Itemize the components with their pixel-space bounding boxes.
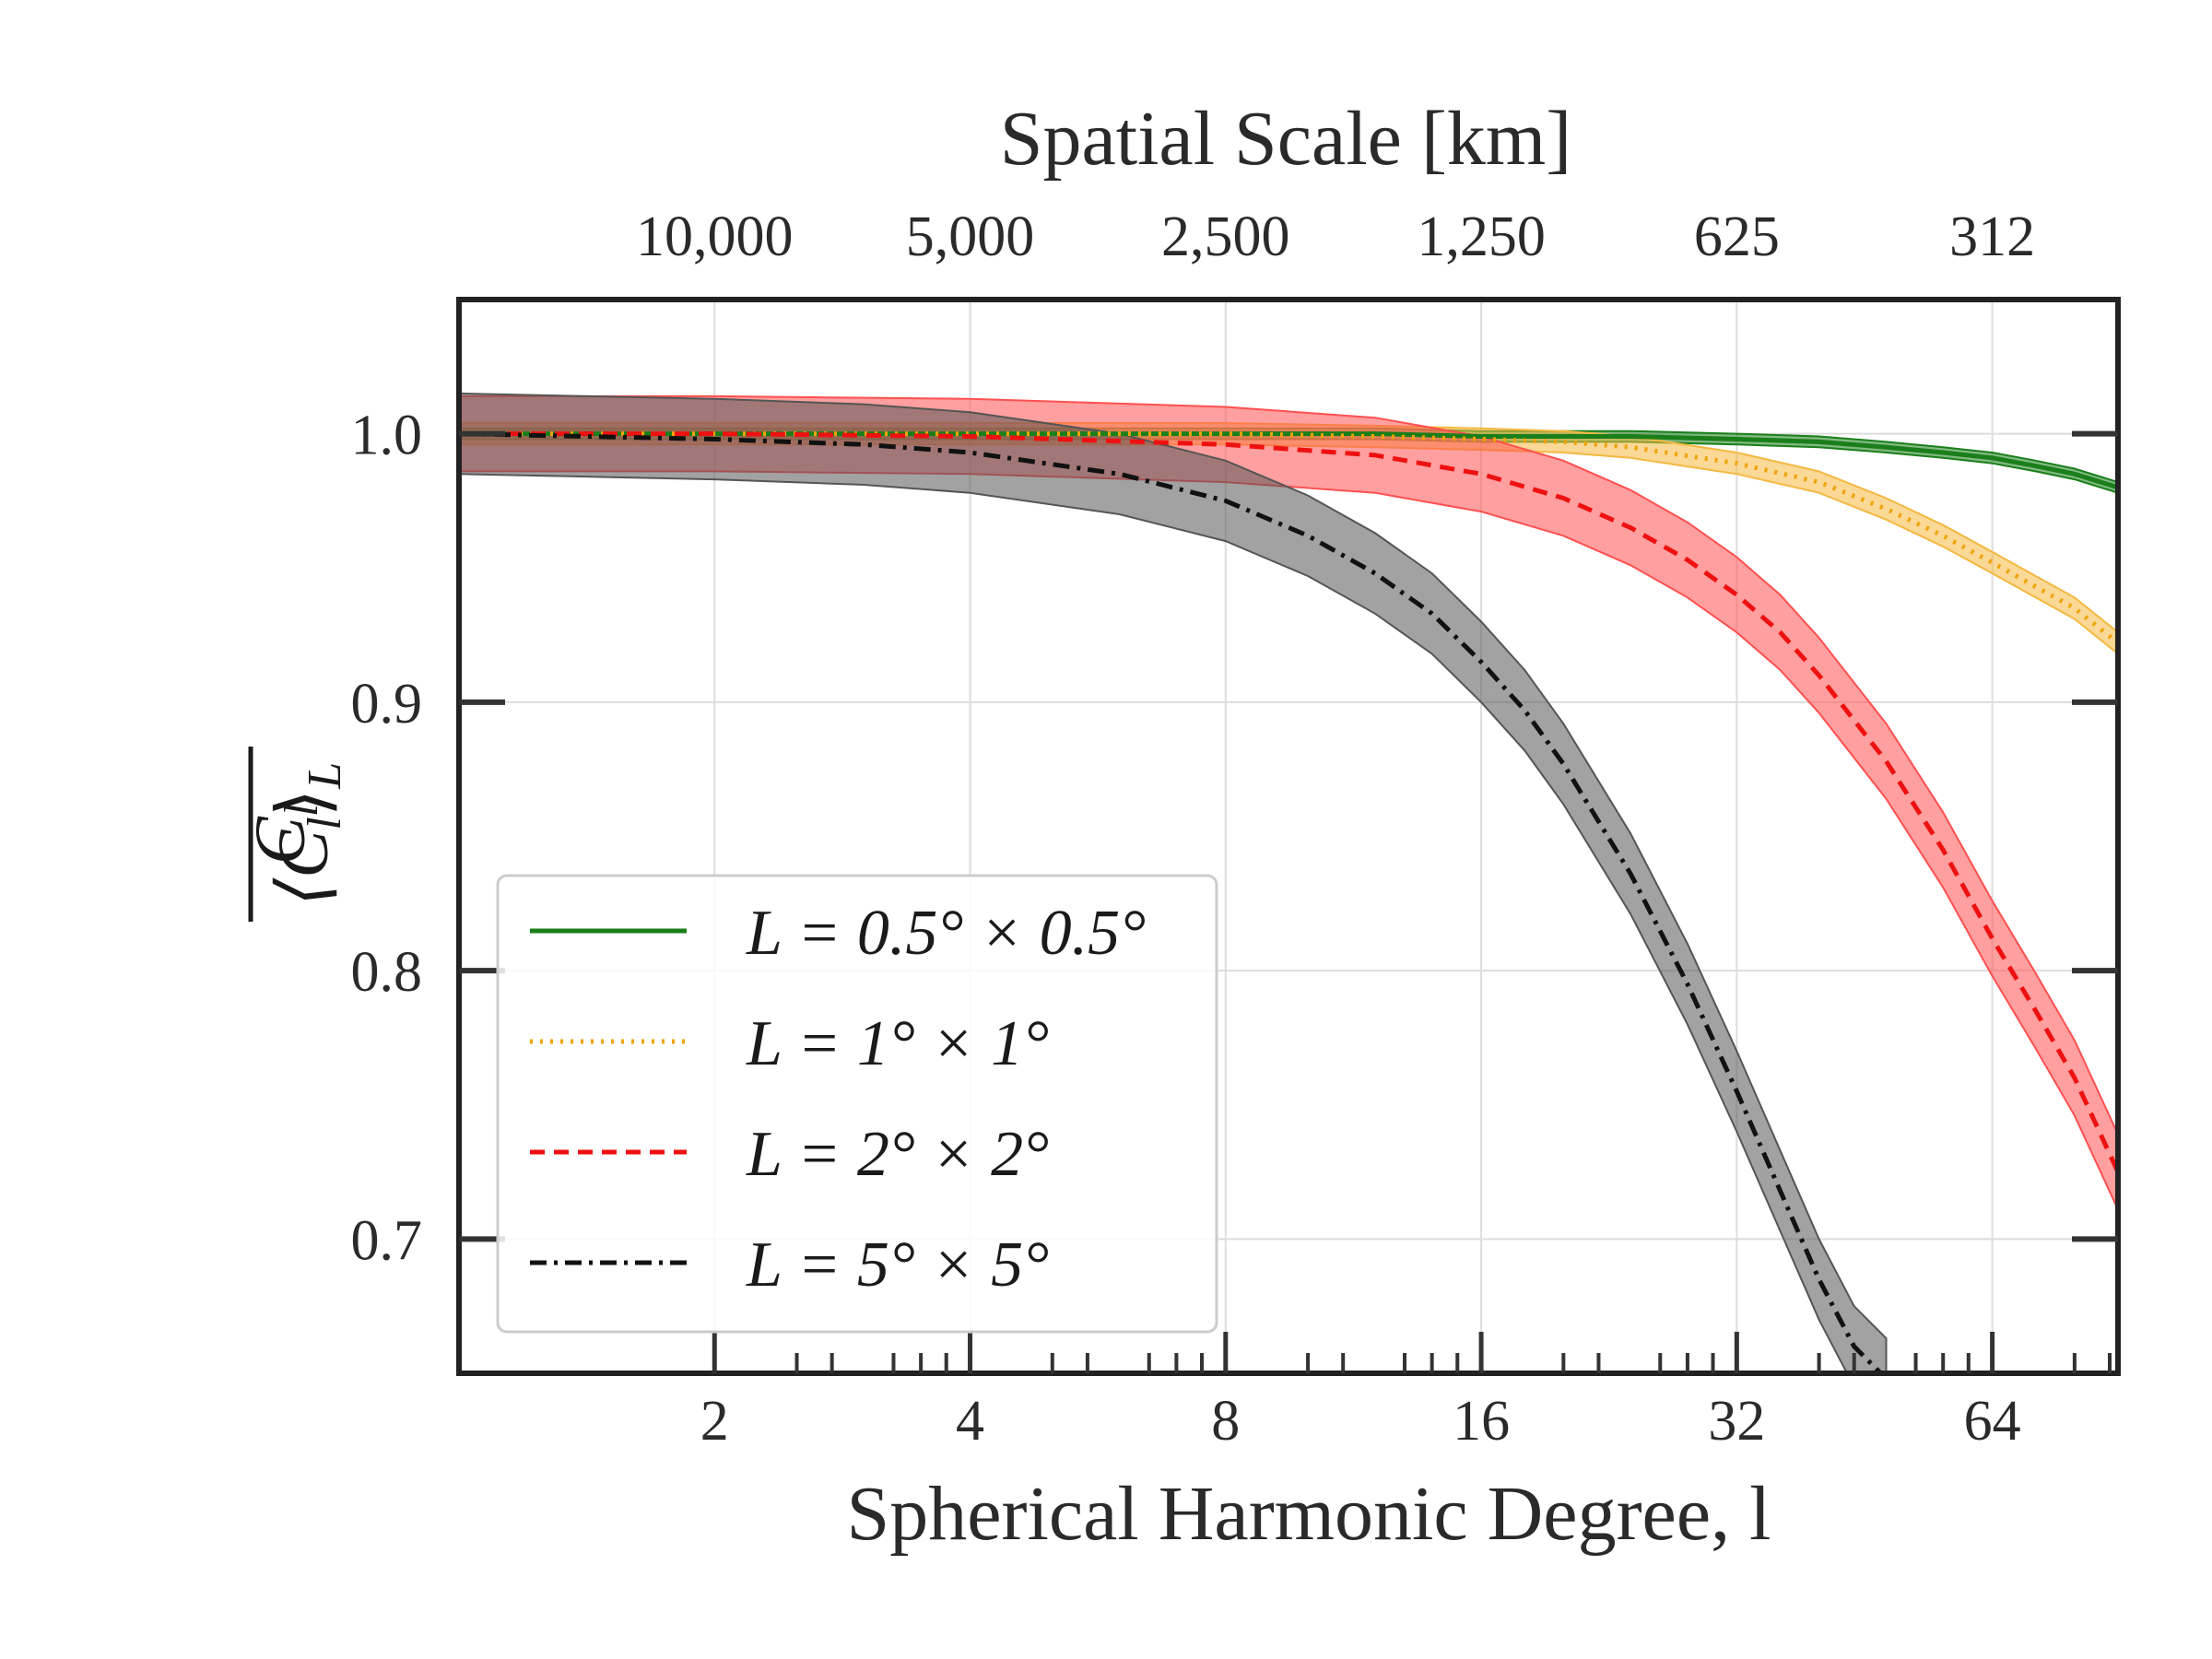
top-tick-label: 2,500 xyxy=(1161,206,1290,268)
legend-label-3: L = 5° × 5° xyxy=(746,1230,1049,1300)
series-line-0 xyxy=(459,431,2118,490)
series-band-2 xyxy=(459,394,2118,1210)
top-tick-label: 10,000 xyxy=(636,206,794,268)
series-lines xyxy=(459,431,2118,1373)
axis-ticks xyxy=(459,430,2118,1373)
ylabel-numerator-close: ⟩ xyxy=(263,789,343,817)
x-tick-label: 16 xyxy=(1453,1390,1510,1453)
legend: L = 0.5° × 0.5° L = 1° × 1° L = 2° × 2° L =… xyxy=(496,874,1218,1334)
x-tick-label: 4 xyxy=(956,1390,984,1453)
y-axis-title: ⟨Cl⟩L Cl xyxy=(240,747,351,922)
series-band-3 xyxy=(459,392,1888,1373)
x-tick-label: 32 xyxy=(1708,1390,1765,1453)
ylabel-numerator-sub: l xyxy=(299,817,351,830)
svg-text:⟨Cl⟩L: ⟨Cl⟩L xyxy=(263,762,351,906)
plot-frame xyxy=(456,297,2121,1376)
ylabel-numerator: ⟨C xyxy=(263,830,343,906)
series-line-2 xyxy=(459,431,2118,1173)
y-tick-label: 0.7 xyxy=(351,1209,423,1272)
ylabel-numerator-subL: L xyxy=(299,762,351,790)
series-line-1 xyxy=(459,431,2118,645)
x-tick-label: 2 xyxy=(700,1390,729,1453)
x-tick-label: 8 xyxy=(1211,1390,1240,1453)
top-tick-label: 625 xyxy=(1694,206,1780,268)
tick-labels: 2 4 8 16 32 64 10,000 5,000 2,500 1,250 625 312 0.7 0… xyxy=(351,206,2036,1453)
x-axis-title: Spherical Harmonic Degree, l xyxy=(847,1471,1771,1557)
svg-text:Cl: Cl xyxy=(240,804,328,865)
top-axis-title: Spatial Scale [km] xyxy=(1000,96,1571,182)
ylabel-denominator: C xyxy=(240,816,320,865)
ylabel-denominator-sub: l xyxy=(276,804,328,817)
top-tick-label: 5,000 xyxy=(906,206,1035,268)
legend-label-1: L = 1° × 1° xyxy=(746,1008,1049,1079)
series-line-3 xyxy=(459,431,1885,1373)
x-tick-label: 64 xyxy=(1964,1390,2021,1453)
top-tick-label: 1,250 xyxy=(1417,206,1546,268)
y-tick-label: 0.8 xyxy=(351,941,423,1004)
y-tick-label: 1.0 xyxy=(351,405,423,467)
legend-label-2: L = 2° × 2° xyxy=(746,1119,1049,1190)
y-tick-label: 0.9 xyxy=(351,673,423,735)
legend-box xyxy=(496,874,1218,1334)
legend-label-0: L = 0.5° × 0.5° xyxy=(746,898,1146,969)
top-tick-label: 312 xyxy=(1949,206,2035,268)
